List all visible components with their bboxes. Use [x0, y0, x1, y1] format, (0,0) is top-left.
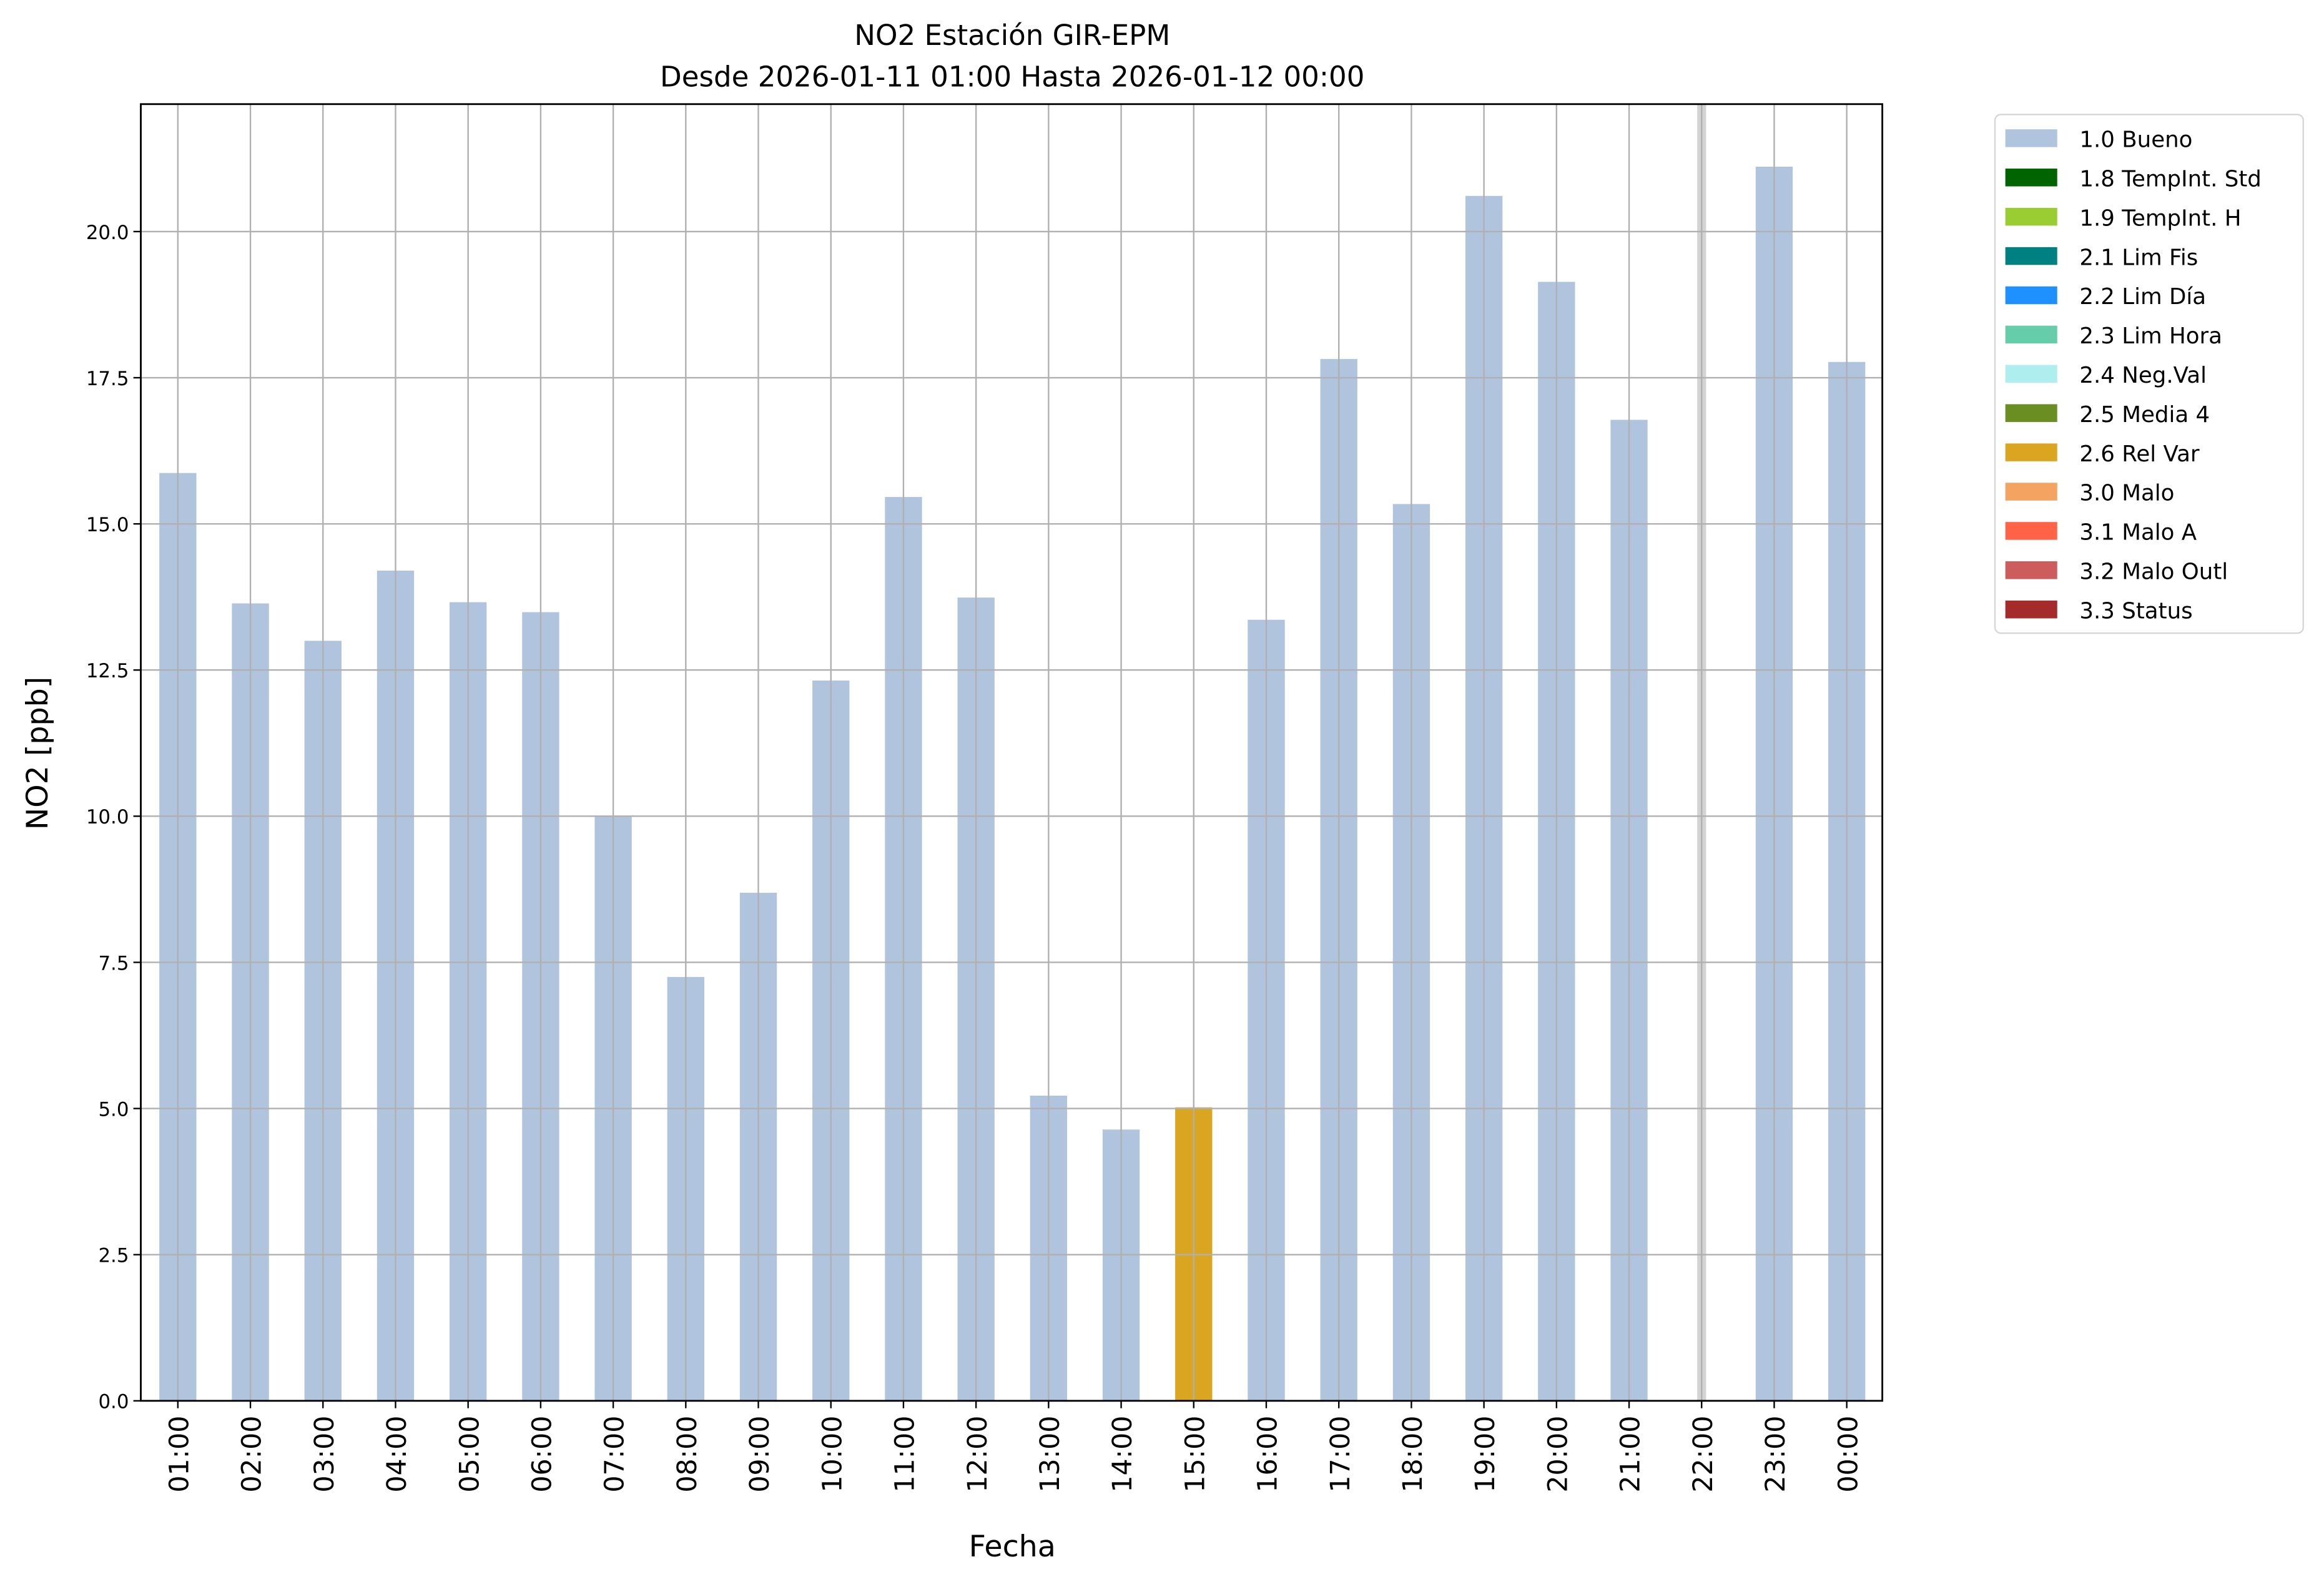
y-tick-label: 15.0	[86, 514, 129, 536]
legend-swatch	[2005, 325, 2057, 344]
axes-frame	[140, 103, 1884, 1402]
legend-swatch	[2005, 443, 2057, 461]
x-tick-label: 13:00	[1035, 1416, 1066, 1493]
legend-label: 2.3 Lim Hora	[2079, 323, 2222, 349]
legend-swatch	[2005, 129, 2057, 147]
x-tick-label: 18:00	[1397, 1416, 1429, 1493]
x-tick-label: 06:00	[527, 1416, 558, 1493]
x-tick-label: 03:00	[309, 1416, 340, 1493]
plot-area: 0.0 2.5 5.0 7.5 10.0 12.5 15.0 17.5 20.0 01:00 02:…	[86, 104, 1883, 1493]
legend-swatch	[2005, 207, 2057, 226]
chart-subtitle: Desde 2026-01-11 01:00 Hasta 2026-01-12 …	[660, 60, 1364, 93]
x-tick-label: 07:00	[599, 1416, 631, 1493]
legend-swatch	[2005, 404, 2057, 422]
legend-swatch	[2005, 286, 2057, 305]
x-tick-label: 15:00	[1179, 1416, 1211, 1493]
legend-label: 2.2 Lim Día	[2079, 284, 2206, 310]
y-tick-label: 2.5	[98, 1245, 129, 1267]
x-tick-label: 05:00	[454, 1416, 485, 1493]
y-axis-label: NO2 [ppb]	[21, 677, 55, 830]
y-tick-label: 17.5	[86, 368, 129, 390]
legend-label: 1.0 Bueno	[2079, 127, 2192, 153]
y-tick-label: 20.0	[86, 222, 129, 244]
legend-label: 1.9 TempInt. H	[2079, 205, 2241, 231]
legend-swatch	[2005, 247, 2057, 265]
x-tick-label: 22:00	[1688, 1416, 1719, 1493]
legend-label: 3.0 Malo	[2079, 481, 2174, 506]
legend-label: 2.1 Lim Fis	[2079, 245, 2198, 270]
legend-label: 2.5 Media 4	[2079, 402, 2210, 428]
legend-swatch	[2005, 561, 2057, 579]
y-tick-label: 10.0	[86, 806, 129, 828]
x-tick-label: 14:00	[1107, 1416, 1138, 1493]
x-tick-label: 16:00	[1253, 1416, 1284, 1493]
x-tick-label: 02:00	[237, 1416, 268, 1493]
x-tick-label: 09:00	[744, 1416, 775, 1493]
x-tick-label: 11:00	[890, 1416, 921, 1493]
x-tick-label: 20:00	[1542, 1416, 1573, 1493]
legend-swatch	[2005, 169, 2057, 187]
x-tick-label: 12:00	[962, 1416, 993, 1493]
y-tick-label: 0.0	[98, 1391, 129, 1413]
x-tick-label: 17:00	[1325, 1416, 1356, 1493]
legend-label: 3.3 Status	[2079, 598, 2192, 624]
legend-swatch	[2005, 600, 2057, 619]
legend-swatch	[2005, 522, 2057, 540]
legend-label: 1.8 TempInt. Std	[2079, 167, 2262, 192]
legend-swatch	[2005, 483, 2057, 501]
legend-label: 2.6 Rel Var	[2079, 441, 2200, 467]
x-tick-label: 10:00	[817, 1416, 848, 1493]
y-tick-label: 7.5	[98, 952, 129, 975]
y-tick-label: 12.5	[86, 660, 129, 682]
x-tick-label: 08:00	[672, 1416, 703, 1493]
legend: 1.0 Bueno 1.8 TempInt. Std 1.9 TempInt. H 2…	[1994, 114, 2304, 634]
legend-box	[1994, 114, 2304, 634]
x-tick-label: 23:00	[1760, 1416, 1791, 1493]
legend-label: 2.4 Neg.Val	[2079, 363, 2207, 388]
legend-swatch	[2005, 365, 2057, 383]
y-tick-label: 5.0	[98, 1098, 129, 1121]
x-axis-label: Fecha	[969, 1530, 1056, 1564]
x-tick-label: 00:00	[1833, 1416, 1864, 1493]
legend-label: 3.2 Malo Outl	[2079, 559, 2228, 585]
x-tick-label: 19:00	[1470, 1416, 1501, 1493]
x-tick-label: 21:00	[1615, 1416, 1647, 1493]
legend-label: 3.1 Malo A	[2079, 520, 2197, 546]
chart-title: NO2 Estación GIR-EPM	[854, 19, 1170, 52]
x-tick-label: 01:00	[164, 1416, 195, 1493]
x-tick-label: 04:00	[382, 1416, 413, 1493]
